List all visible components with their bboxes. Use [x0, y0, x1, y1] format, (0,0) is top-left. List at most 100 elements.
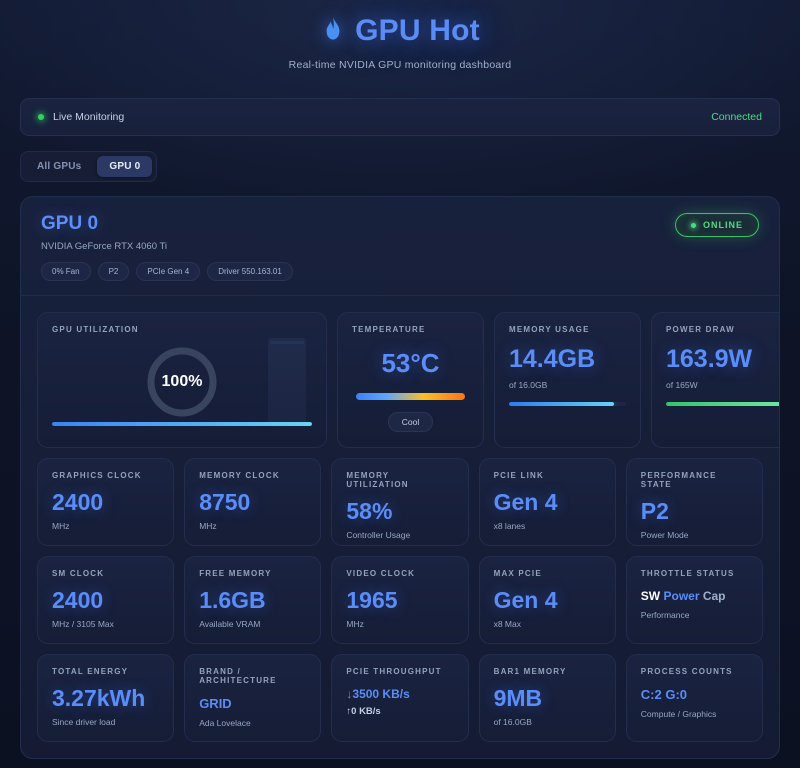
- card-label: THROTTLE STATUS: [640, 569, 735, 578]
- metric-sub: Power Mode: [640, 530, 689, 541]
- metric-value: Gen 4: [493, 489, 558, 515]
- card-memory-usage: MEMORY USAGE 14.4GB of 16.0GB: [494, 312, 641, 448]
- metric-sub: Controller Usage: [346, 530, 411, 541]
- card-bar1-memory: BAR1 MEMORY 9MB of 16.0GB: [478, 654, 616, 742]
- chip-fan: 0% Fan: [41, 262, 91, 281]
- utilization-progress-track: [52, 422, 312, 426]
- metric-value: 3.27kWh: [52, 685, 146, 711]
- metric-sub: Performance: [640, 610, 690, 621]
- card-sm-clock: SM CLOCK 2400 MHz / 3105 Max: [37, 556, 175, 644]
- live-monitoring-label: Live Monitoring: [53, 111, 125, 123]
- card-label: PERFORMANCE STATE: [640, 471, 717, 489]
- chip-pstate: P2: [97, 262, 130, 281]
- card-performance-state: PERFORMANCE STATE P2 Power Mode: [625, 458, 763, 546]
- metrics-row-2: GRAPHICS CLOCK 2400 MHz MEMORY CLOCK 8750 MHz…: [37, 458, 763, 546]
- card-label: TEMPERATURE: [352, 325, 426, 334]
- card-graphics-clock: GRAPHICS CLOCK 2400 MHz: [37, 458, 175, 546]
- metric-value: P2: [640, 498, 669, 524]
- metric-sub: MHz: [346, 619, 364, 630]
- app-title: GPU Hot: [355, 14, 480, 47]
- metric-value: 2400: [52, 587, 104, 613]
- card-memory-clock: MEMORY CLOCK 8750 MHz: [184, 458, 322, 546]
- gpu-name: GPU 0: [41, 213, 99, 234]
- power-draw-fill: [666, 402, 779, 406]
- card-label: BAR1 MEMORY: [493, 667, 567, 676]
- card-pcie-link: PCIE LINK Gen 4 x8 lanes: [478, 458, 616, 546]
- gpu-tabs: All GPUs GPU 0: [20, 151, 158, 182]
- memory-usage-value: 14.4GB: [509, 345, 596, 373]
- card-label: POWER DRAW: [666, 325, 735, 334]
- gpu-identity: GPU 0 NVIDIA GeForce RTX 4060 Ti 0% Fan …: [41, 213, 293, 281]
- metric-value: 9MB: [493, 685, 543, 711]
- gpu-header: GPU 0 NVIDIA GeForce RTX 4060 Ti 0% Fan …: [21, 197, 779, 295]
- metrics-row-3: SM CLOCK 2400 MHz / 3105 Max FREE MEMORY 1.6…: [37, 556, 763, 644]
- chip-driver: Driver 550.163.01: [207, 262, 293, 281]
- card-label: PCIE LINK: [493, 471, 544, 480]
- utilization-visual: 100%: [52, 338, 312, 426]
- primary-metrics-row: GPU UTILIZATION 100% TEMPERATUR: [37, 312, 779, 448]
- card-process-counts: PROCESS COUNTS C:2 G:0 Compute / Graphics: [625, 654, 763, 742]
- card-pcie-throughput: PCIE THROUGHPUT ↓3500 KB/s ↑0 KB/s: [331, 654, 469, 742]
- metric-sub: MHz: [199, 521, 217, 532]
- live-monitoring-bar: Live Monitoring Connected: [20, 98, 780, 136]
- card-label: TOTAL ENERGY: [52, 667, 129, 676]
- metric-value: 2400: [52, 489, 104, 515]
- utilization-donut: 100%: [144, 344, 220, 420]
- status-badge: ONLINE: [674, 213, 759, 237]
- metric-sub: MHz / 3105 Max: [52, 619, 114, 630]
- chip-pcie-gen: PCIe Gen 4: [136, 262, 201, 281]
- tab-all-gpus[interactable]: All GPUs: [37, 161, 82, 172]
- card-gpu-utilization: GPU UTILIZATION 100%: [37, 312, 327, 448]
- brand-value: GRID: [199, 696, 232, 711]
- temperature-state-pill: Cool: [387, 412, 434, 432]
- live-indicator-dot: [38, 114, 44, 120]
- card-label: PCIE THROUGHPUT: [346, 667, 442, 676]
- panel-body: GPU UTILIZATION 100% TEMPERATUR: [21, 295, 779, 758]
- card-label: MEMORY CLOCK: [199, 471, 280, 480]
- metric-sub: Available VRAM: [199, 619, 261, 630]
- gpu-chip-row: 0% Fan P2 PCIe Gen 4 Driver 550.163.01: [41, 262, 293, 281]
- memory-usage-fill: [509, 402, 615, 406]
- throttle-status-value: SW Power Cap: [640, 589, 726, 603]
- utilization-percent: 100%: [161, 373, 203, 390]
- card-label: PROCESS COUNTS: [640, 667, 733, 676]
- gpu-panel: GPU 0 NVIDIA GeForce RTX 4060 Ti 0% Fan …: [20, 196, 780, 759]
- metric-sub: MHz: [52, 521, 70, 532]
- online-dot-icon: [690, 222, 696, 228]
- online-label: ONLINE: [702, 220, 743, 230]
- flame-icon: [320, 16, 346, 46]
- card-power-draw: POWER DRAW 163.9W of 165W: [651, 312, 779, 448]
- card-label: BRAND / ARCHITECTURE: [199, 667, 277, 685]
- power-draw-track: [666, 402, 779, 406]
- tab-gpu-0[interactable]: GPU 0: [97, 156, 153, 177]
- card-label: GPU UTILIZATION: [52, 325, 139, 334]
- metric-value: Gen 4: [493, 587, 558, 613]
- temperature-value: 53°C: [381, 348, 440, 378]
- app-header: GPU Hot Real-time NVIDIA GPU monitoring …: [0, 0, 800, 81]
- metric-sub: Compute / Graphics: [640, 709, 717, 719]
- card-label: GRAPHICS CLOCK: [52, 471, 142, 480]
- metric-value: 1965: [346, 587, 398, 613]
- metric-sub: of 16.0GB: [493, 717, 532, 728]
- card-free-memory: FREE MEMORY 1.6GB Available VRAM: [184, 556, 322, 644]
- process-counts-value: C:2 G:0: [640, 687, 688, 702]
- metrics-row-4: TOTAL ENERGY 3.27kWh Since driver load BRAN…: [37, 654, 763, 742]
- metric-sub: x8 Max: [493, 619, 521, 630]
- status-left: Live Monitoring: [38, 111, 124, 123]
- metric-sub: Ada Lovelace: [199, 718, 251, 728]
- pcie-throughput-rx: ↓3500 KB/s: [346, 687, 410, 701]
- power-draw-limit: of 165W: [666, 380, 698, 390]
- metric-sub: Since driver load: [52, 717, 116, 728]
- app-subtitle: Real-time NVIDIA GPU monitoring dashboar…: [288, 59, 512, 71]
- card-label: MAX PCIE: [493, 569, 542, 578]
- metric-sub: x8 lanes: [493, 521, 526, 532]
- card-label: SM CLOCK: [52, 569, 105, 578]
- metric-value: 1.6GB: [199, 587, 266, 613]
- card-video-clock: VIDEO CLOCK 1965 MHz: [331, 556, 469, 644]
- card-label: MEMORY USAGE: [509, 325, 590, 334]
- card-max-pcie: MAX PCIE Gen 4 x8 Max: [478, 556, 616, 644]
- card-total-energy: TOTAL ENERGY 3.27kWh Since driver load: [37, 654, 175, 742]
- card-memory-utilization: MEMORY UTILIZATION 58% Controller Usage: [331, 458, 469, 546]
- memory-usage-track: [509, 402, 626, 406]
- utilization-progress-fill: [52, 422, 312, 426]
